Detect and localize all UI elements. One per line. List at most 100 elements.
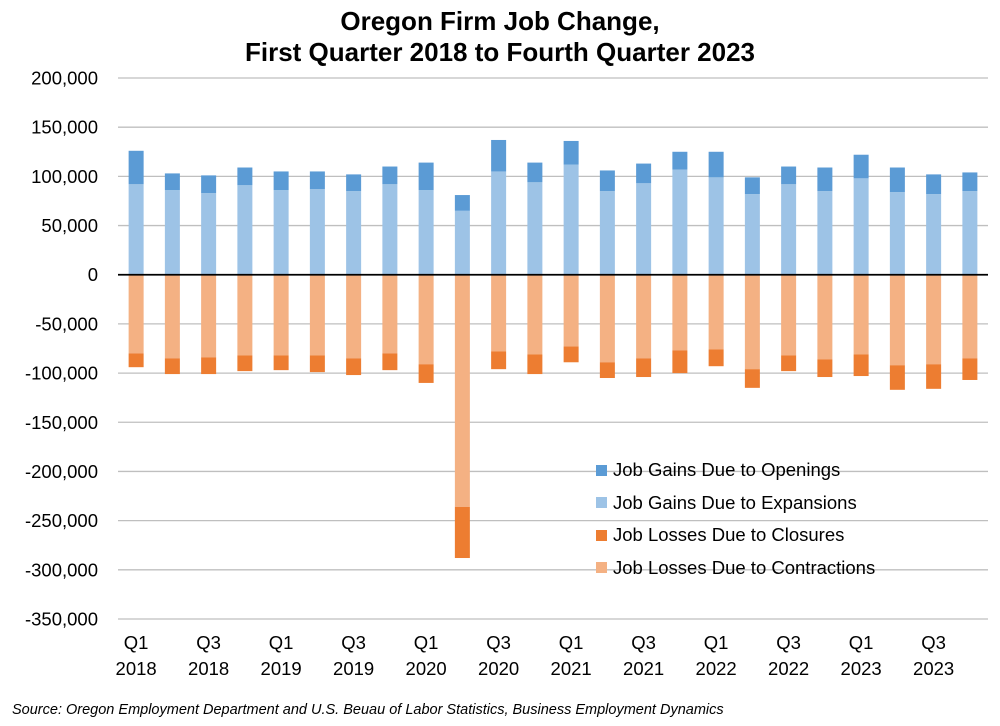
bar-job-losses-due-to-closures-2023Q3 <box>926 364 942 389</box>
bar-job-losses-due-to-closures-2018Q4 <box>237 355 253 372</box>
bar-job-losses-due-to-contractions-2023Q4 <box>962 274 978 359</box>
bar-job-gains-due-to-openings-2021Q2 <box>599 170 615 192</box>
bar-job-losses-due-to-contractions-2021Q3 <box>636 274 652 359</box>
bar-job-gains-due-to-openings-2019Q1 <box>273 171 289 191</box>
bar-job-gains-due-to-expansions-2018Q2 <box>164 190 180 275</box>
x-tick-quarter-label: Q1 <box>414 632 439 653</box>
legend-label-closures: Job Losses Due to Closures <box>613 524 845 546</box>
bar-job-losses-due-to-closures-2020Q3 <box>491 351 507 370</box>
bar-job-gains-due-to-openings-2022Q2 <box>744 177 760 195</box>
bar-job-gains-due-to-expansions-2018Q1 <box>128 184 144 275</box>
x-tick-quarter-label: Q3 <box>486 632 511 653</box>
bar-job-gains-due-to-expansions-2021Q2 <box>599 191 615 275</box>
x-tick-year-label: 2023 <box>913 658 954 679</box>
bar-job-losses-due-to-contractions-2020Q4 <box>527 274 543 355</box>
bar-job-gains-due-to-expansions-2020Q4 <box>527 182 543 275</box>
x-tick-year-label: 2020 <box>478 658 519 679</box>
legend-swatch-expansions <box>596 497 607 509</box>
bar-job-losses-due-to-contractions-2018Q3 <box>201 274 217 358</box>
x-tick-quarter-label: Q1 <box>559 632 584 653</box>
legend-swatch-closures <box>596 529 607 541</box>
y-tick-label: 0 <box>88 264 98 285</box>
bar-job-losses-due-to-contractions-2020Q3 <box>491 274 507 352</box>
bar-job-losses-due-to-contractions-2023Q3 <box>926 274 942 365</box>
x-tick-quarter-label: Q3 <box>196 632 221 653</box>
x-tick-quarter-label: Q1 <box>704 632 729 653</box>
bar-job-losses-due-to-contractions-2022Q1 <box>708 274 724 350</box>
bar-job-losses-due-to-closures-2022Q4 <box>817 359 833 378</box>
bar-job-gains-due-to-openings-2020Q3 <box>491 139 507 172</box>
bar-job-losses-due-to-closures-2018Q2 <box>164 358 180 375</box>
bar-job-losses-due-to-contractions-2022Q2 <box>744 274 760 370</box>
bar-job-losses-due-to-closures-2019Q3 <box>346 358 362 376</box>
bar-job-losses-due-to-closures-2021Q1 <box>563 346 579 363</box>
bar-job-gains-due-to-expansions-2020Q1 <box>418 190 434 275</box>
bar-job-gains-due-to-expansions-2021Q3 <box>636 183 652 275</box>
legend-item-openings: Job Gains Due to Openings <box>596 454 875 487</box>
legend-label-expansions: Job Gains Due to Expansions <box>613 491 857 513</box>
bar-job-losses-due-to-contractions-2023Q1 <box>853 274 869 355</box>
bar-job-gains-due-to-openings-2022Q3 <box>781 166 797 185</box>
bar-job-losses-due-to-contractions-2019Q1 <box>273 274 289 356</box>
bar-job-gains-due-to-expansions-2023Q1 <box>853 178 869 275</box>
bar-job-gains-due-to-openings-2019Q3 <box>346 174 362 192</box>
bar-job-gains-due-to-openings-2023Q3 <box>926 174 942 195</box>
bar-job-gains-due-to-openings-2020Q2 <box>454 195 470 211</box>
bar-job-losses-due-to-closures-2022Q3 <box>781 355 797 372</box>
bar-job-gains-due-to-expansions-2020Q3 <box>491 171 507 275</box>
y-tick-label: -150,000 <box>25 412 98 433</box>
bar-job-gains-due-to-expansions-2021Q4 <box>672 169 688 275</box>
legend-swatch-openings <box>596 464 607 476</box>
x-tick-year-label: 2021 <box>623 658 664 679</box>
bar-job-gains-due-to-expansions-2020Q2 <box>454 210 470 275</box>
bar-job-losses-due-to-contractions-2019Q3 <box>346 274 362 359</box>
bar-job-losses-due-to-closures-2022Q2 <box>744 369 760 388</box>
x-tick-year-label: 2023 <box>841 658 882 679</box>
bar-job-gains-due-to-openings-2023Q1 <box>853 154 869 179</box>
x-tick-year-label: 2018 <box>188 658 229 679</box>
y-tick-label: -350,000 <box>25 609 98 630</box>
x-tick-quarter-label: Q1 <box>124 632 149 653</box>
bar-job-losses-due-to-closures-2022Q1 <box>708 349 724 367</box>
bar-job-gains-due-to-openings-2019Q4 <box>382 166 398 185</box>
legend-label-contractions: Job Losses Due to Contractions <box>613 556 876 578</box>
bar-job-losses-due-to-closures-2019Q4 <box>382 353 398 371</box>
y-tick-label: -200,000 <box>25 461 98 482</box>
y-tick-label: -50,000 <box>35 313 98 334</box>
bar-job-gains-due-to-openings-2022Q1 <box>708 151 724 178</box>
y-tick-label: -100,000 <box>25 363 98 384</box>
bar-job-gains-due-to-expansions-2018Q3 <box>201 193 217 275</box>
x-tick-year-label: 2018 <box>116 658 157 679</box>
chart-title: Oregon Firm Job Change, First Quarter 20… <box>0 6 1000 68</box>
x-tick-quarter-label: Q3 <box>921 632 946 653</box>
bar-job-gains-due-to-expansions-2023Q4 <box>962 191 978 275</box>
bar-job-gains-due-to-openings-2019Q2 <box>309 171 325 190</box>
source-note: Source: Oregon Employment Department and… <box>12 702 724 718</box>
bar-job-losses-due-to-contractions-2023Q2 <box>889 274 905 366</box>
bar-job-gains-due-to-openings-2020Q4 <box>527 162 543 183</box>
bar-job-gains-due-to-openings-2021Q4 <box>672 151 688 170</box>
bar-job-losses-due-to-closures-2020Q2 <box>454 506 470 559</box>
bar-job-gains-due-to-openings-2021Q1 <box>563 140 579 165</box>
x-tick-year-label: 2019 <box>261 658 302 679</box>
bar-job-gains-due-to-expansions-2023Q2 <box>889 192 905 275</box>
y-tick-label: 150,000 <box>31 117 98 138</box>
bar-job-losses-due-to-contractions-2018Q1 <box>128 274 144 354</box>
y-tick-label: 200,000 <box>31 68 98 89</box>
chart-subtitle: First Quarter 2018 to Fourth Quarter 202… <box>244 37 756 67</box>
bar-job-losses-due-to-contractions-2021Q2 <box>599 274 615 363</box>
bar-job-losses-due-to-closures-2018Q3 <box>201 357 217 375</box>
bar-job-gains-due-to-openings-2021Q3 <box>636 163 652 184</box>
legend-item-expansions: Job Gains Due to Expansions <box>596 487 875 520</box>
y-tick-label: -300,000 <box>25 559 98 580</box>
bar-job-losses-due-to-closures-2021Q2 <box>599 362 615 379</box>
bar-job-gains-due-to-openings-2023Q4 <box>962 172 978 192</box>
bar-job-losses-due-to-contractions-2018Q2 <box>164 274 180 359</box>
bar-job-losses-due-to-closures-2023Q1 <box>853 354 869 377</box>
x-tick-quarter-label: Q3 <box>341 632 366 653</box>
bar-job-losses-due-to-closures-2023Q2 <box>889 365 905 390</box>
bar-job-gains-due-to-openings-2020Q1 <box>418 162 434 191</box>
bar-job-losses-due-to-contractions-2019Q2 <box>309 274 325 356</box>
bar-job-gains-due-to-openings-2018Q1 <box>128 150 144 185</box>
